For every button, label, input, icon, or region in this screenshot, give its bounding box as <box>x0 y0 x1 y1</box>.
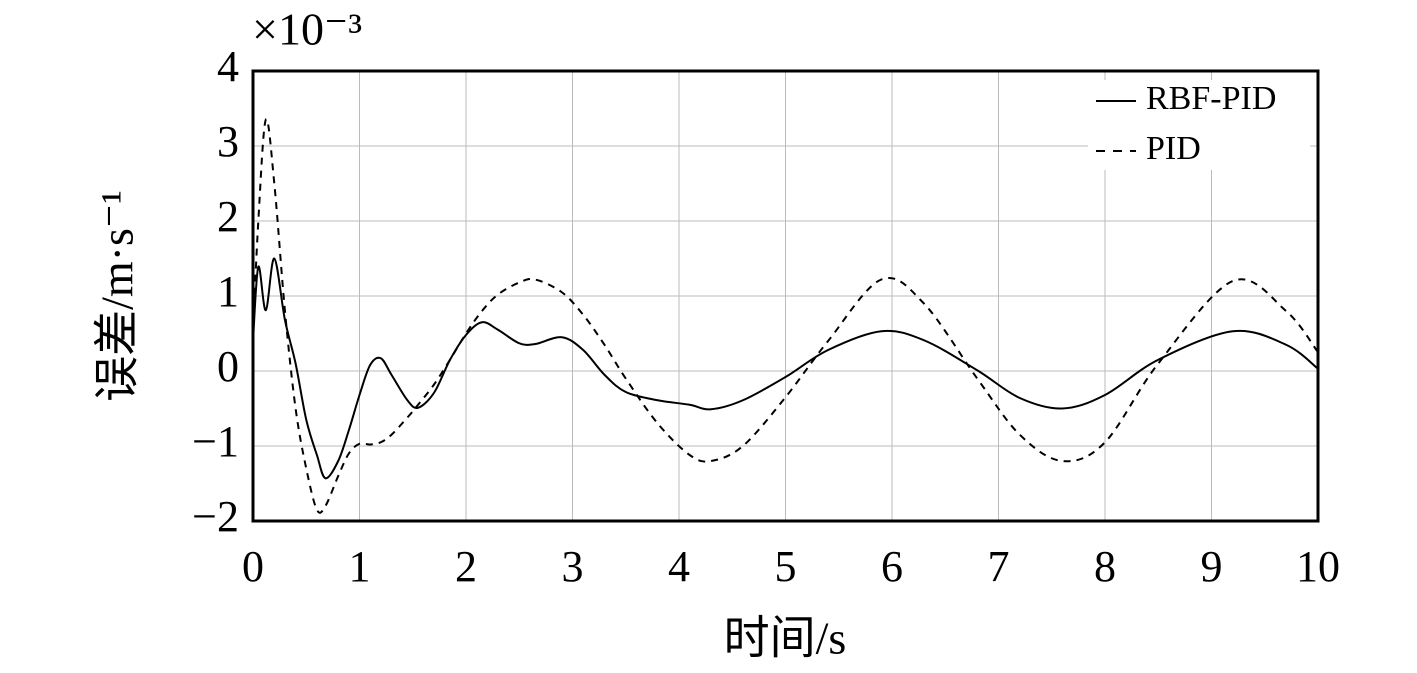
series-line <box>252 257 1319 480</box>
x-tick-label: 6 <box>881 542 903 591</box>
plot-frame <box>251 69 1320 523</box>
legend-label: RBF-PID <box>1146 80 1276 117</box>
x-tick-label: 10 <box>1296 542 1340 591</box>
legend-label: PID <box>1146 130 1201 167</box>
x-tick-label: 7 <box>988 542 1010 591</box>
y-axis-label: 误差/m·s⁻¹ <box>92 190 143 402</box>
y-tick-label: 2 <box>217 192 239 241</box>
x-tick-label: 1 <box>349 542 371 591</box>
x-tick-label: 0 <box>242 542 264 591</box>
y-tick-label: 1 <box>217 267 239 316</box>
x-tick-label: 4 <box>668 542 690 591</box>
y-multiplier: ×10⁻³ <box>252 4 362 55</box>
x-tick-label: 5 <box>775 542 797 591</box>
x-tick-label: 8 <box>1094 542 1116 591</box>
y-tick-label: −2 <box>192 492 239 541</box>
legend-box <box>1088 80 1310 170</box>
y-tick-label: 4 <box>217 42 239 91</box>
y-tick-label: 0 <box>217 342 239 391</box>
series-line <box>252 118 1319 514</box>
y-tick-label: −1 <box>192 417 239 466</box>
y-tick-label: 3 <box>217 117 239 166</box>
x-tick-label: 2 <box>455 542 477 591</box>
x-tick-label: 3 <box>562 542 584 591</box>
x-tick-label: 9 <box>1201 542 1223 591</box>
x-axis-label: 时间/s <box>724 613 847 664</box>
